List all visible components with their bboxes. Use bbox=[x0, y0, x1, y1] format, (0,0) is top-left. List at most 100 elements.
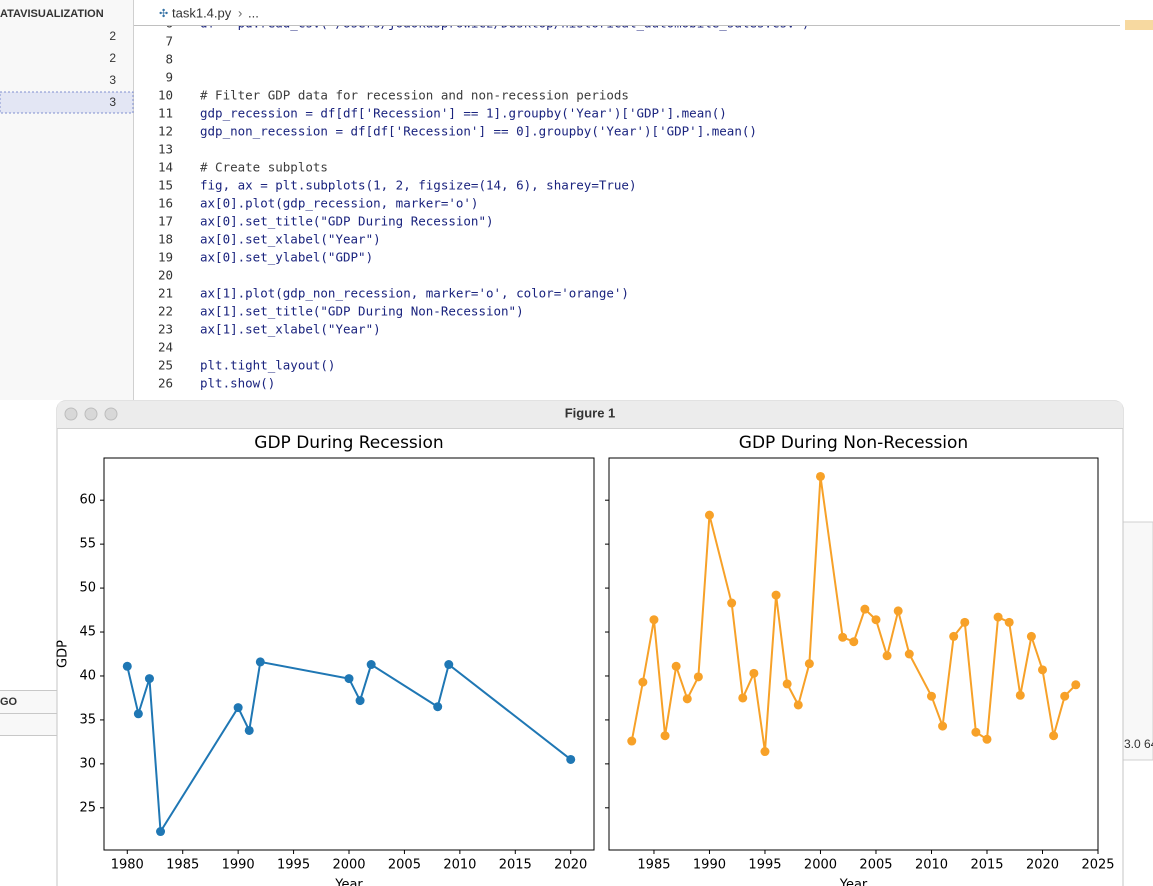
data-point bbox=[638, 677, 648, 687]
code-line: gdp_non_recession = df[df['Recession'] =… bbox=[200, 124, 757, 139]
data-point bbox=[122, 661, 132, 671]
x-tick-label: 2000 bbox=[804, 858, 837, 873]
line-number: 26 bbox=[158, 376, 173, 391]
window-titlebar bbox=[57, 401, 1123, 428]
data-point bbox=[926, 691, 936, 701]
sidebar-title: ATAVISUALIZATION bbox=[0, 8, 104, 20]
code-line: ax[1].set_title("GDP During Non-Recessio… bbox=[200, 304, 524, 319]
minimize-button[interactable] bbox=[84, 407, 98, 421]
sidebar-section[interactable]: GO bbox=[0, 696, 18, 708]
data-point bbox=[838, 632, 848, 642]
x-tick-label: 1995 bbox=[277, 858, 310, 873]
data-point bbox=[1071, 680, 1081, 690]
data-point bbox=[704, 510, 714, 520]
data-point bbox=[982, 734, 992, 744]
tab-title[interactable]: task1.4.py bbox=[172, 5, 232, 20]
x-tick-label: 2005 bbox=[388, 858, 421, 873]
close-button[interactable] bbox=[64, 407, 78, 421]
code-line: # Filter GDP data for recession and non-… bbox=[200, 88, 629, 103]
data-point bbox=[971, 727, 981, 737]
data-point bbox=[849, 637, 859, 647]
data-point bbox=[938, 721, 948, 731]
y-tick-label: 50 bbox=[79, 581, 96, 596]
x-tick-label: 2020 bbox=[1026, 858, 1059, 873]
data-point bbox=[1015, 690, 1025, 700]
line-number: 25 bbox=[158, 358, 173, 373]
x-tick-label: 2005 bbox=[859, 858, 892, 873]
chart-title: GDP During Recession bbox=[254, 433, 443, 453]
figure-window bbox=[56, 400, 1124, 886]
file-count: 2 bbox=[109, 29, 116, 43]
data-point bbox=[627, 736, 637, 746]
data-point bbox=[738, 693, 748, 703]
data-point bbox=[871, 615, 881, 625]
file-count: 2 bbox=[109, 51, 116, 65]
line-number: 7 bbox=[165, 34, 173, 49]
data-point bbox=[1004, 617, 1014, 627]
line-number: 22 bbox=[158, 304, 173, 319]
subplot: GDP During Recession 1980 1985 1990 1995 2000… bbox=[56, 433, 595, 886]
panel-text: 3.0 64 bbox=[1124, 737, 1153, 751]
x-tick-label: 1990 bbox=[222, 858, 255, 873]
data-point bbox=[860, 604, 870, 614]
x-axis-label: Year bbox=[334, 878, 363, 886]
data-point bbox=[355, 696, 365, 706]
line-number: 12 bbox=[158, 124, 173, 139]
data-point bbox=[433, 702, 443, 712]
selected-row[interactable] bbox=[0, 91, 134, 114]
data-point bbox=[749, 668, 759, 678]
axes-frame bbox=[608, 457, 1099, 851]
data-point bbox=[244, 725, 254, 735]
data-point bbox=[233, 703, 243, 713]
breadcrumb-sep: › bbox=[238, 5, 242, 20]
data-point bbox=[144, 674, 154, 684]
data-point bbox=[727, 598, 737, 608]
line-number: 15 bbox=[158, 178, 173, 193]
zoom-button[interactable] bbox=[104, 407, 118, 421]
data-point bbox=[1037, 665, 1047, 675]
data-point bbox=[993, 612, 1003, 622]
chart-title: GDP During Non-Recession bbox=[739, 433, 968, 453]
data-point bbox=[156, 827, 166, 837]
x-tick-label: 2015 bbox=[970, 858, 1003, 873]
x-tick-label: 2010 bbox=[443, 858, 476, 873]
minimap bbox=[1125, 20, 1153, 30]
x-tick-label: 2015 bbox=[499, 858, 532, 873]
data-point bbox=[760, 747, 770, 757]
line-number: 19 bbox=[158, 250, 173, 265]
data-point bbox=[904, 649, 914, 659]
tab-bar bbox=[134, 0, 1153, 25]
breadcrumb[interactable]: ... bbox=[248, 5, 259, 20]
data-point bbox=[133, 709, 143, 719]
code-line: ax[0].plot(gdp_recession, marker='o') bbox=[200, 196, 478, 211]
data-point bbox=[782, 679, 792, 689]
y-tick-label: 25 bbox=[79, 800, 96, 815]
code-line: # Create subplots bbox=[200, 160, 328, 175]
code-line: fig, ax = plt.subplots(1, 2, figsize=(14… bbox=[200, 178, 637, 193]
x-tick-label: 2025 bbox=[1081, 858, 1114, 873]
x-tick-label: 1980 bbox=[111, 858, 144, 873]
y-tick-label: 55 bbox=[79, 537, 96, 552]
y-tick-label: 40 bbox=[79, 668, 96, 683]
x-tick-label: 2000 bbox=[332, 858, 365, 873]
sidebar bbox=[0, 0, 133, 400]
data-point bbox=[960, 617, 970, 627]
line-number: 18 bbox=[158, 232, 173, 247]
code-line: plt.show() bbox=[200, 376, 275, 391]
y-tick-label: 45 bbox=[79, 625, 96, 640]
line-number: 14 bbox=[158, 160, 173, 175]
data-point bbox=[660, 731, 670, 741]
data-point bbox=[255, 657, 265, 667]
data-point bbox=[893, 606, 903, 616]
x-tick-label: 1990 bbox=[693, 858, 726, 873]
y-tick-label: 60 bbox=[79, 493, 96, 508]
y-tick-label: 35 bbox=[79, 712, 96, 727]
code-line: gdp_recession = df[df['Recession'] == 1]… bbox=[200, 106, 727, 121]
code-line: ax[0].set_xlabel("Year") bbox=[200, 232, 381, 247]
file-count: 3 bbox=[109, 73, 116, 87]
y-tick-label: 30 bbox=[79, 756, 96, 771]
x-tick-label: 1985 bbox=[166, 858, 199, 873]
window-title: Figure 1 bbox=[565, 405, 616, 420]
data-point bbox=[804, 659, 814, 669]
